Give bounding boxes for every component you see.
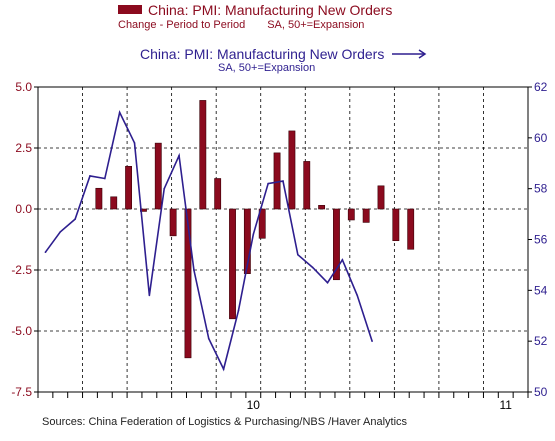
bar: [258, 208, 266, 239]
bar: [243, 208, 251, 274]
right-tick-label: 60: [534, 131, 548, 145]
year-label: 11: [499, 398, 512, 412]
line-series-sub: SA, 50+=Expansion: [218, 62, 316, 74]
line-point: [104, 177, 106, 180]
left-tick-label: -7.5: [11, 385, 32, 399]
bar: [169, 208, 177, 237]
bar: [377, 185, 385, 210]
line-point: [237, 309, 240, 312]
bar-legend-swatch: [118, 5, 142, 14]
line-point: [193, 269, 195, 271]
bar: [229, 208, 236, 320]
bar: [184, 208, 192, 359]
bar: [125, 166, 132, 210]
year-label: 10: [247, 398, 261, 412]
line-point: [118, 111, 121, 114]
right-tick-label: 52: [534, 334, 548, 348]
line-point: [267, 182, 269, 185]
left-tick-label: 5.0: [15, 80, 32, 94]
bar: [199, 100, 207, 210]
bar: [110, 196, 118, 210]
left-tick-label: 0.0: [15, 202, 32, 216]
line-point: [222, 368, 225, 370]
right-tick-label: 56: [534, 233, 548, 247]
line-legend-arrow-icon: [392, 49, 427, 59]
bar: [318, 205, 326, 210]
plot-frame: [37, 86, 529, 393]
left-tick-label: -2.5: [11, 263, 32, 277]
line-point: [44, 251, 47, 254]
right-tick-label: 50: [534, 385, 548, 399]
line-point: [59, 231, 62, 233]
line-point: [356, 294, 359, 297]
line-point: [133, 142, 136, 144]
bar: [288, 130, 296, 210]
bar: [347, 208, 355, 221]
line-point: [178, 154, 180, 157]
line-point: [311, 266, 314, 269]
line-point: [282, 180, 284, 182]
right-tick-label: 62: [534, 80, 548, 94]
line-point: [252, 233, 255, 236]
bar: [333, 208, 340, 281]
line-point: [148, 294, 151, 297]
line-series-legend: China: PMI: Manufacturing New Orders SA,…: [140, 46, 520, 74]
bar-series-legend: China: PMI: Manufacturing New Orders Cha…: [118, 2, 538, 31]
bar: [154, 142, 162, 210]
line-point: [297, 253, 299, 256]
bar: [214, 178, 222, 210]
bar: [407, 208, 415, 250]
line-point: [207, 337, 210, 340]
bar-series-sub-left: Change - Period to Period: [118, 19, 246, 31]
left-tick-label: -5.0: [11, 324, 32, 338]
right-tick-label: 54: [534, 283, 548, 297]
sources-note: Sources: China Federation of Logistics &…: [42, 416, 408, 428]
line-point: [163, 187, 166, 190]
bar-series-name: China: PMI: Manufacturing New Orders: [148, 2, 393, 18]
line-point: [371, 340, 373, 342]
line-point: [74, 218, 76, 220]
line-series-name: China: PMI: Manufacturing New Orders: [140, 46, 385, 62]
bar: [362, 208, 370, 223]
right-tick-label: 58: [534, 182, 548, 196]
left-tick-label: 2.5: [15, 141, 32, 155]
bar-series-sub-right: SA, 50+=Expansion: [267, 19, 365, 31]
bar: [392, 208, 400, 242]
line-point: [341, 259, 344, 261]
line-point: [89, 175, 91, 177]
bar: [95, 187, 103, 210]
line-point: [326, 281, 329, 284]
bar: [303, 161, 311, 210]
